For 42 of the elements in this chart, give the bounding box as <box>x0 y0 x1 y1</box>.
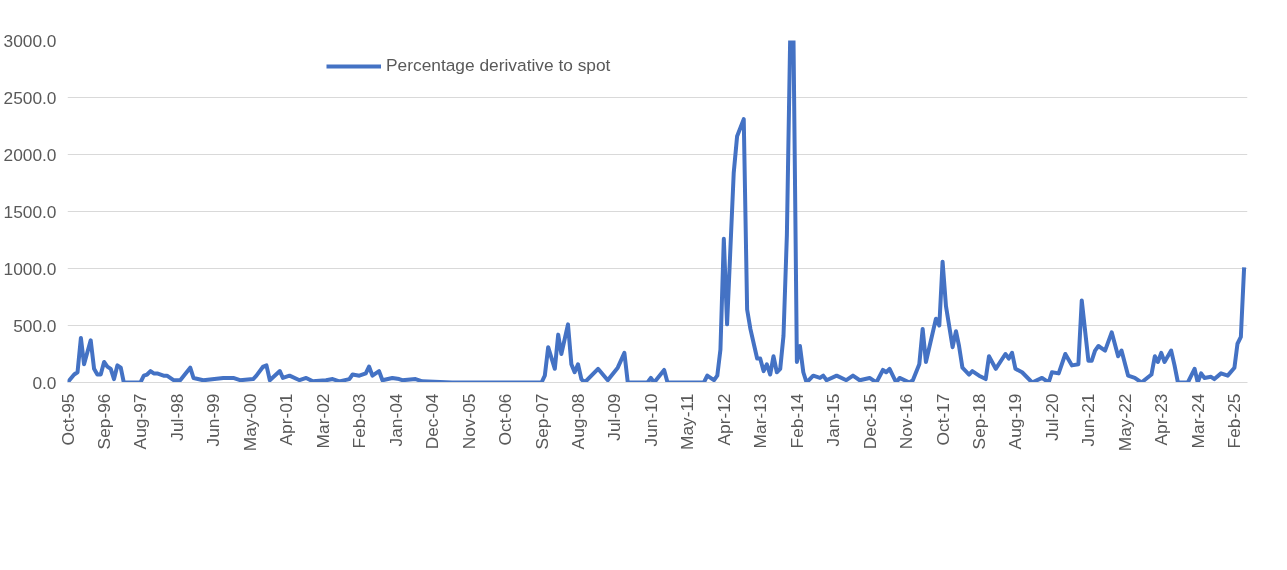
x-tick-label: Feb-03 <box>349 393 370 449</box>
x-tick-label: Apr-01 <box>276 393 297 446</box>
y-tick-label: 500.0 <box>13 315 57 336</box>
y-tick-label: 1000.0 <box>3 258 57 279</box>
x-tick-label: May-00 <box>239 393 260 452</box>
x-tick-label: Feb-25 <box>1224 393 1245 449</box>
x-tick-label: May-11 <box>677 393 698 450</box>
x-tick-label: Aug-08 <box>568 393 589 450</box>
x-tick-label: Nov-16 <box>896 393 917 450</box>
x-tick-label: Mar-24 <box>1187 393 1208 449</box>
x-tick-label: Oct-17 <box>932 393 953 446</box>
x-tick-label: Jul-09 <box>604 393 625 441</box>
x-tick-label: Aug-97 <box>130 393 151 450</box>
x-tick-label: Mar-13 <box>750 393 771 449</box>
x-tick-label: Apr-23 <box>1151 393 1172 446</box>
x-tick-label: May-22 <box>1114 393 1135 452</box>
x-tick-label: Sep-18 <box>969 393 990 450</box>
y-tick-label: 2000.0 <box>3 144 57 165</box>
y-tick-label: 0.0 <box>32 372 57 393</box>
x-tick-label: Sep-96 <box>94 393 115 450</box>
y-tick-label: 3000.0 <box>3 30 57 51</box>
x-tick-label: Jan-15 <box>823 393 844 447</box>
x-tick-label: Jan-04 <box>385 393 406 447</box>
x-tick-label: Dec-04 <box>422 393 443 450</box>
x-tick-label: Oct-95 <box>57 393 78 446</box>
x-tick-label: Jun-10 <box>640 393 661 447</box>
x-tick-label: Jul-98 <box>166 393 187 441</box>
legend-label: Percentage derivative to spot <box>386 55 611 76</box>
x-tick-label: Jul-20 <box>1041 393 1062 441</box>
x-tick-label: Jun-99 <box>203 393 224 447</box>
x-tick-label: Dec-15 <box>859 393 880 450</box>
y-tick-label: 1500.0 <box>3 201 57 222</box>
x-tick-label: Mar-02 <box>312 393 333 449</box>
x-tick-label: Jun-21 <box>1078 393 1099 447</box>
x-tick-label: Apr-12 <box>713 393 734 446</box>
x-tick-label: Feb-14 <box>786 393 807 449</box>
x-tick-label: Sep-07 <box>531 393 552 450</box>
x-tick-label: Aug-19 <box>1005 393 1026 450</box>
line-series <box>67 40 1247 383</box>
x-tick-label: Oct-06 <box>495 393 516 446</box>
x-tick-label: Nov-05 <box>458 393 479 450</box>
y-tick-label: 2500.0 <box>3 87 57 108</box>
